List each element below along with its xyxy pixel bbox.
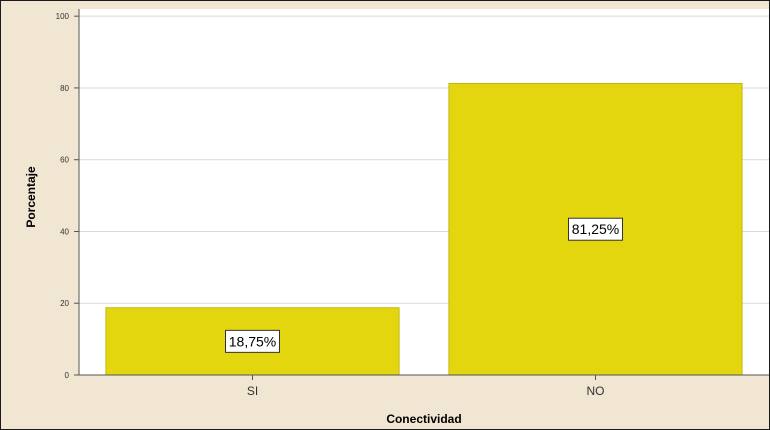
data-label: 18,75%: [229, 333, 276, 349]
data-label: 81,25%: [572, 221, 619, 237]
y-tick-label: 0: [65, 371, 70, 380]
axes: 0 20 40 60 80 100 SI NO: [56, 9, 769, 398]
data-label-box: [568, 217, 623, 241]
x-tick-label: NO: [587, 384, 605, 398]
y-tick-label: 100: [56, 12, 70, 21]
y-axis-title: Porcentaje: [24, 166, 38, 228]
x-axis-title: Conectividad: [386, 412, 461, 426]
x-tick-label: SI: [247, 384, 258, 398]
y-tick-label: 60: [60, 156, 69, 165]
y-tick-label: 80: [60, 84, 69, 93]
y-tick-label: 40: [60, 227, 69, 236]
y-tick-label: 20: [60, 299, 69, 308]
data-labels: 18,75% 81,25%: [225, 217, 623, 353]
data-label-box: [225, 329, 280, 353]
